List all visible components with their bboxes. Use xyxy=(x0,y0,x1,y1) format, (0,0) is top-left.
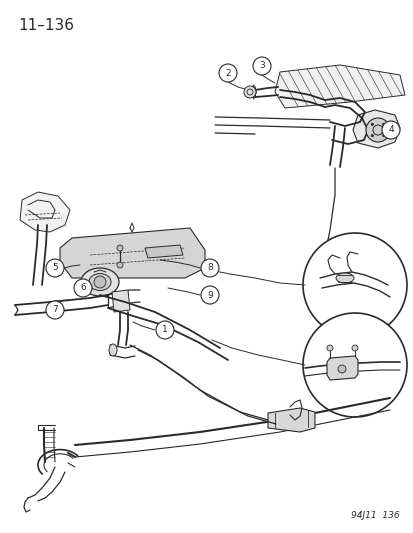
Circle shape xyxy=(201,286,218,304)
Text: 7: 7 xyxy=(52,305,58,314)
Circle shape xyxy=(370,123,373,126)
Text: 2: 2 xyxy=(225,69,230,77)
Circle shape xyxy=(381,123,384,126)
Circle shape xyxy=(302,313,406,417)
Circle shape xyxy=(337,365,345,373)
Circle shape xyxy=(117,245,123,251)
Circle shape xyxy=(218,64,236,82)
Circle shape xyxy=(201,259,218,277)
Polygon shape xyxy=(326,356,357,380)
Ellipse shape xyxy=(109,344,117,356)
Circle shape xyxy=(326,345,332,351)
Circle shape xyxy=(252,57,271,75)
Ellipse shape xyxy=(335,273,353,283)
Circle shape xyxy=(302,233,406,337)
Polygon shape xyxy=(60,228,204,278)
Polygon shape xyxy=(274,65,404,108)
Polygon shape xyxy=(112,290,130,312)
Circle shape xyxy=(46,301,64,319)
Text: 5: 5 xyxy=(52,263,58,272)
Circle shape xyxy=(381,134,384,137)
Text: 6: 6 xyxy=(80,284,85,293)
Text: 4: 4 xyxy=(387,125,393,134)
Text: 94J11  136: 94J11 136 xyxy=(351,511,399,520)
Circle shape xyxy=(351,345,357,351)
Polygon shape xyxy=(267,408,314,432)
Circle shape xyxy=(117,262,123,268)
Circle shape xyxy=(74,279,92,297)
Ellipse shape xyxy=(89,273,111,290)
Circle shape xyxy=(381,121,399,139)
Text: 1: 1 xyxy=(162,326,167,335)
Circle shape xyxy=(365,118,389,142)
Polygon shape xyxy=(352,110,399,148)
Ellipse shape xyxy=(81,268,119,296)
Polygon shape xyxy=(20,192,70,232)
Circle shape xyxy=(94,276,106,288)
Text: 8: 8 xyxy=(206,263,212,272)
Circle shape xyxy=(156,321,173,339)
Text: 9: 9 xyxy=(206,290,212,300)
Circle shape xyxy=(243,86,255,98)
Polygon shape xyxy=(145,245,183,258)
Circle shape xyxy=(370,134,373,137)
Circle shape xyxy=(46,259,64,277)
Text: 11–136: 11–136 xyxy=(18,18,74,33)
Text: 3: 3 xyxy=(259,61,264,70)
